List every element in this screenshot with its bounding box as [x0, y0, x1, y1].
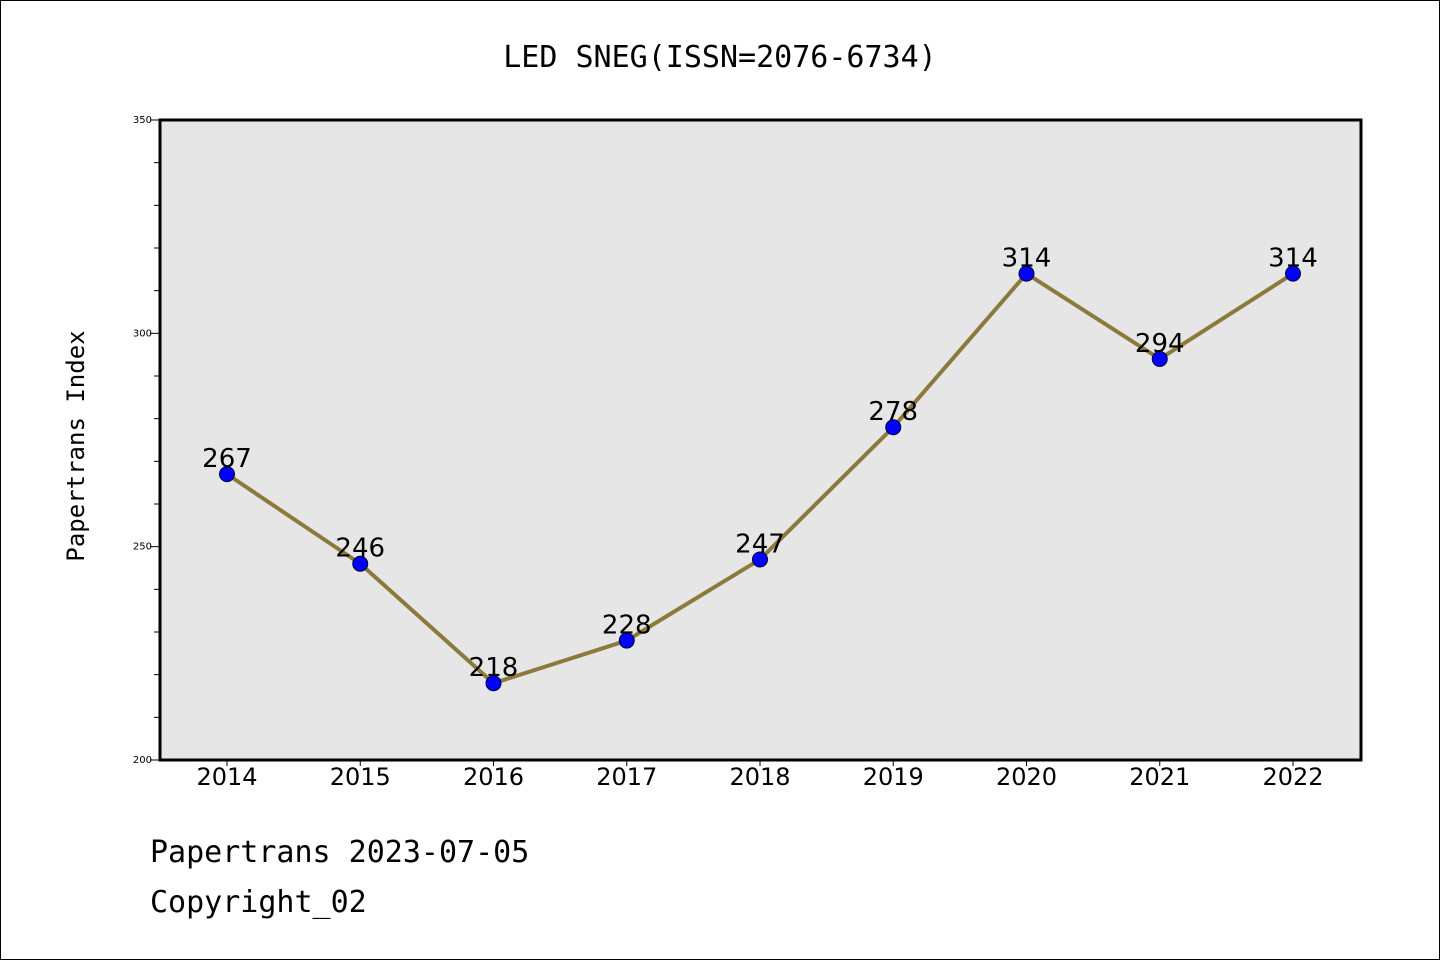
data-point	[618, 632, 635, 649]
data-label: 294	[1135, 329, 1185, 359]
x-tick-label: 2018	[729, 763, 790, 791]
data-point	[1151, 350, 1168, 367]
x-tick-label: 2019	[863, 763, 924, 791]
data-point	[219, 466, 235, 483]
x-tick-label: 2014	[196, 763, 257, 791]
y-tick-label: 350	[133, 115, 152, 126]
footer-date-text: Papertrans 2023-07-05	[150, 835, 530, 870]
data-point	[1018, 265, 1035, 282]
data-point	[352, 555, 369, 572]
data-label: 267	[202, 444, 252, 474]
series-line-group	[219, 265, 1301, 692]
data-label: 314	[1002, 244, 1052, 274]
x-tick-label: 2022	[1262, 763, 1323, 791]
data-label: 246	[335, 534, 385, 564]
x-tick-label: 2021	[1129, 763, 1190, 791]
chart-title: LED SNEG(ISSN=2076-6734)	[503, 40, 936, 75]
plot-area	[158, 118, 1363, 762]
data-point	[752, 551, 768, 568]
data-point	[485, 675, 502, 692]
x-tick-label: 2016	[463, 763, 524, 791]
x-tick-label: 2017	[596, 763, 657, 791]
x-tick-label: 2020	[996, 763, 1057, 791]
data-label: 314	[1268, 244, 1318, 274]
data-labels: 267 246 218 228 247 278 314 294 314	[202, 244, 1318, 684]
data-label: 278	[868, 397, 918, 427]
data-label: 247	[735, 529, 785, 559]
data-label: 218	[469, 653, 519, 683]
footer-copyright-text: Copyright_02	[150, 885, 367, 920]
data-point	[885, 419, 902, 436]
x-axis-ticks: 2014 2015 2016 2017 2018 2019 2020 2021 2022	[196, 760, 1324, 791]
y-tick-label: 200	[133, 755, 152, 766]
y-axis-ticks: 200 250 300 350	[133, 115, 160, 766]
y-tick-label: 300	[133, 328, 152, 339]
data-point	[1285, 265, 1301, 282]
y-tick-label: 250	[133, 542, 152, 553]
data-label: 228	[602, 611, 652, 641]
x-tick-label: 2015	[330, 763, 391, 791]
y-axis-label: Papertrans Index	[62, 330, 90, 561]
